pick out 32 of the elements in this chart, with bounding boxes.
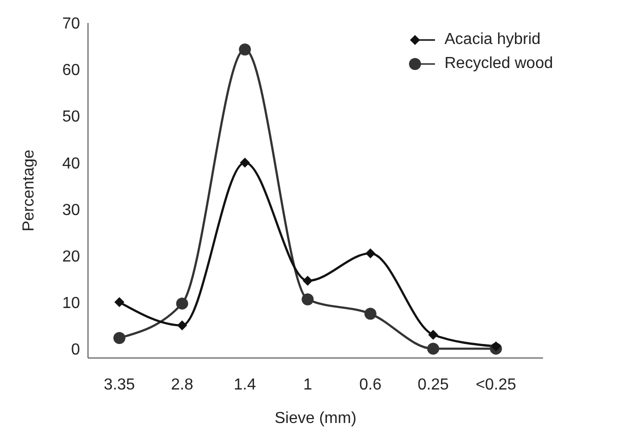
y-tick-label: 10 (62, 294, 80, 312)
y-axis-title: Percentage (20, 149, 38, 232)
y-tick-label: 50 (62, 108, 80, 126)
point (364, 308, 376, 320)
x-tick-label: 3.35 (104, 376, 136, 394)
x-tick-label: 1 (303, 376, 312, 394)
x-axis-title: Sieve (mm) (274, 410, 356, 427)
x-tick-label: 0.25 (418, 376, 449, 394)
y-tick-label: 0 (71, 341, 80, 358)
point (240, 158, 250, 168)
point (176, 298, 188, 310)
y-tick-label: 30 (62, 202, 80, 219)
point (427, 342, 440, 355)
y-tick-label: 40 (62, 155, 80, 172)
legend-label: Acacia hybrid (444, 31, 541, 49)
point (302, 276, 313, 286)
y-tick-label: 20 (62, 248, 80, 266)
point (428, 330, 438, 340)
point (302, 293, 314, 306)
point (114, 297, 124, 308)
point (365, 248, 376, 258)
point (490, 341, 501, 352)
point (177, 320, 188, 330)
x-tick-label: 2.8 (171, 376, 194, 394)
y-tick-label: 60 (62, 62, 80, 80)
x-tick-label: 0.6 (359, 376, 382, 394)
x-tick-label: <0.25 (476, 376, 516, 394)
point (113, 332, 126, 344)
x-tick-label: 1.4 (234, 376, 256, 394)
y-tick-label: 70 (62, 16, 80, 33)
legend-label: Recycled wood (444, 55, 553, 73)
point (238, 44, 251, 56)
